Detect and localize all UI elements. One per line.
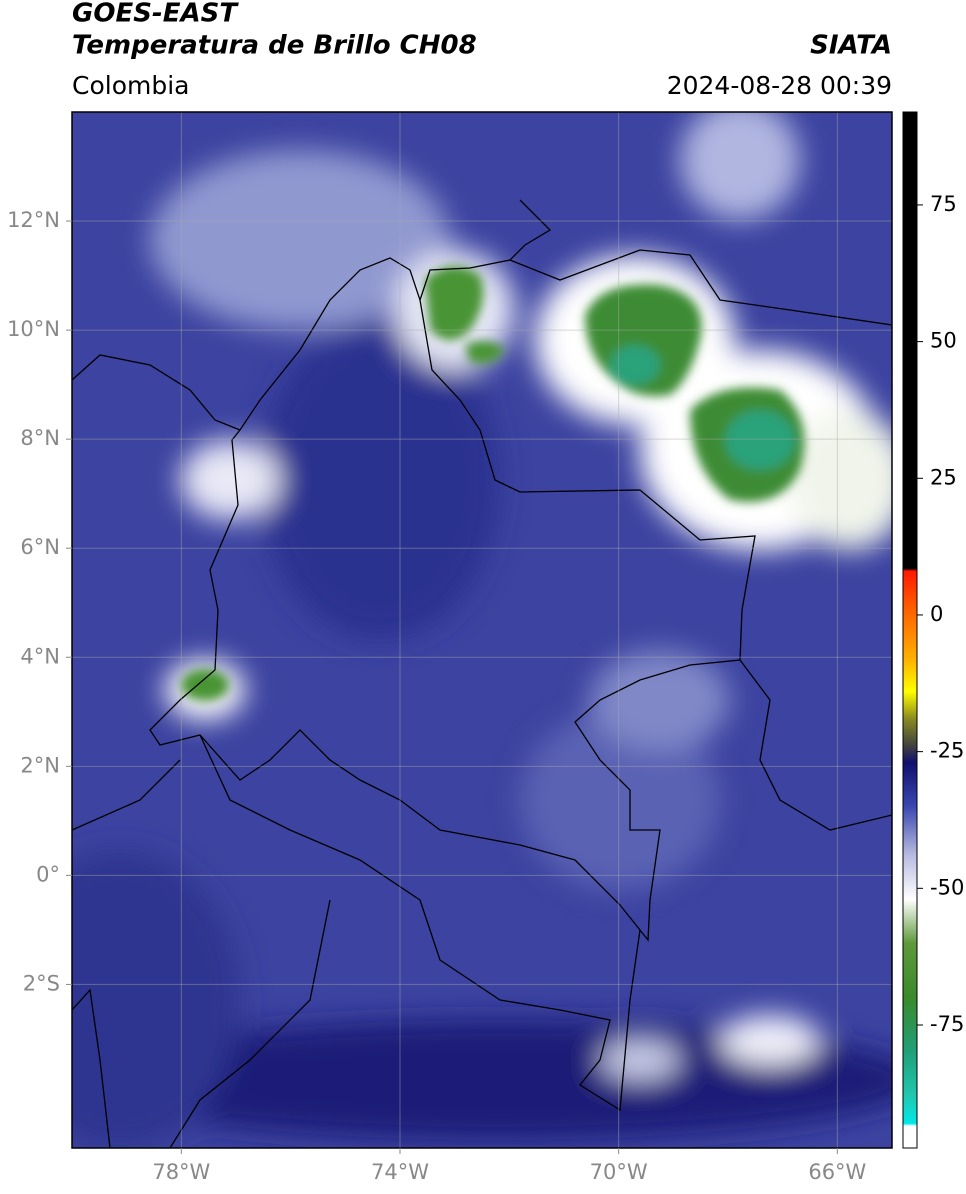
timestamp: 2024-08-28 00:39 bbox=[667, 71, 892, 100]
y-tick-label: 0° bbox=[36, 862, 60, 886]
y-tick-label: 8°N bbox=[20, 426, 60, 450]
x-tick-label: 66°W bbox=[808, 1160, 866, 1184]
y-tick-label: 2°N bbox=[20, 753, 60, 777]
subtitle: Temperatura de Brillo CH08 bbox=[72, 31, 477, 61]
x-tick-label: 74°W bbox=[371, 1160, 429, 1184]
source: SIATA bbox=[810, 31, 892, 61]
borders bbox=[72, 199, 892, 1148]
colorbar-tick-label: -50 bbox=[930, 875, 964, 899]
colorbar-tick-label: -25 bbox=[930, 739, 964, 763]
y-tick-label: 4°N bbox=[20, 644, 60, 668]
y-tick-label: 2°S bbox=[23, 971, 60, 995]
y-tick-label: 10°N bbox=[7, 317, 60, 341]
satellite-image bbox=[72, 112, 892, 1148]
y-tick-label: 12°N bbox=[7, 208, 60, 232]
x-tick-label: 70°W bbox=[590, 1160, 648, 1184]
colorbar-tick-label: 25 bbox=[930, 465, 957, 489]
x-tick-label: 78°W bbox=[152, 1160, 210, 1184]
colorbar-tick-label: 0 bbox=[930, 602, 943, 626]
colorbar-tick-label: -75 bbox=[930, 1012, 964, 1036]
map-frame bbox=[71, 111, 893, 1149]
y-tick-label: 6°N bbox=[20, 535, 60, 559]
region: Colombia bbox=[72, 71, 189, 100]
colorbar-tick-label: 50 bbox=[930, 329, 957, 353]
title: GOES-EAST bbox=[72, 0, 239, 29]
colorbar bbox=[902, 111, 918, 1149]
colorbar-tick-label: 75 bbox=[930, 192, 957, 216]
